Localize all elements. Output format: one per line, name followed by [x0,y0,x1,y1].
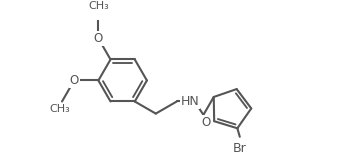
Text: CH₃: CH₃ [50,104,70,114]
Text: O: O [69,74,79,87]
Text: Br: Br [233,142,247,155]
Text: HN: HN [181,95,200,108]
Text: CH₃: CH₃ [88,1,109,11]
Text: O: O [201,116,210,129]
Text: O: O [94,32,103,45]
